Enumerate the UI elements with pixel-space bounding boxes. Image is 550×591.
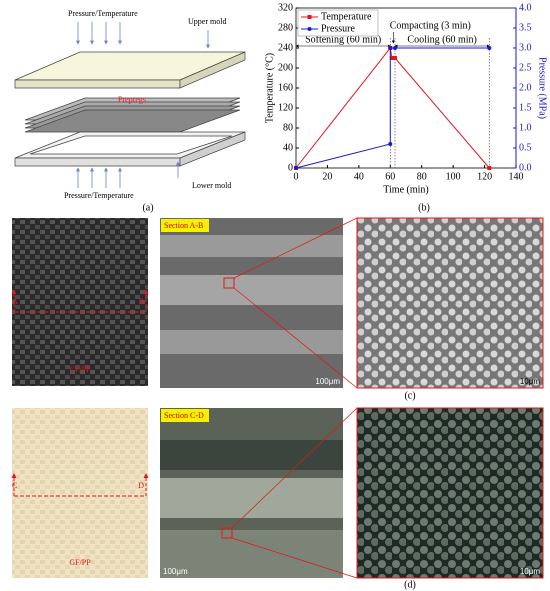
series-line [295,46,490,169]
y2-tick-label: 4.0 [519,2,532,13]
legend-label: Pressure [321,23,355,34]
y2-tick-label: 2.0 [519,82,532,93]
annotation: Softening (60 min) [305,34,381,45]
marker: B [139,297,144,306]
y-tick-label: 80 [283,122,293,133]
y-tick-label: 320 [278,2,293,13]
point [487,46,492,50]
legend-marker [307,15,312,19]
material: GF/PP [69,558,91,567]
point [393,56,397,60]
scale: 100μm [163,567,188,576]
y2-tick-label: 2.5 [519,62,532,73]
y-axis-title: Temperature (°C) [264,53,275,123]
mold-diagram [14,22,246,188]
scale: 10μm [520,567,541,576]
legend-label: Temperature [321,11,372,22]
caption: (b) [418,202,430,213]
caption: (a) [142,202,153,213]
legend-box [297,9,379,37]
x-tick-label: 80 [417,171,427,182]
x-tick-label: 140 [509,171,524,182]
point [388,142,393,146]
marker: D [138,481,144,490]
marker: A [12,297,18,306]
series-line [295,47,490,169]
y-tick-label: 280 [278,22,293,33]
y-tick-label: 120 [278,102,293,113]
x-tick-label: 60 [385,171,395,182]
x-tick-label: 0 [294,171,299,182]
scale: 100μm [315,377,340,386]
section: Section A-B [164,221,203,230]
label: Upper mold [188,17,226,26]
y2-axis-title: Pressure (MPa) [537,57,548,119]
chart: 0 20 40 60 80 100 120 140 0 40 80 120 160 200 240 280 32… [264,2,547,213]
x-tick-label: 20 [322,171,332,182]
annotation: Cooling (60 min) [407,34,476,45]
y2-tick-label: 1.5 [519,102,532,113]
label: Lower mold [192,181,231,190]
section: Section C-D [164,411,204,420]
scale: 10μm [520,377,541,386]
y-tick-label: 0 [288,162,293,173]
point [393,46,397,50]
y-tick-label: 240 [278,42,293,53]
y-tick-label: 40 [283,142,293,153]
label: Pressure/Temperature [64,191,134,200]
y2-tick-label: 0.0 [519,162,532,173]
y-tick-label: 200 [278,62,293,73]
point [294,166,298,170]
x-tick-label: 120 [477,171,492,182]
y2-tick-label: 3.0 [519,42,532,53]
point [487,166,492,170]
point [388,46,393,50]
y2-tick-label: 0.5 [519,142,532,153]
y2-tick-label: 1.0 [519,122,532,133]
point [389,56,394,60]
y2-tick-label: 3.5 [519,22,532,33]
legend-marker [307,27,312,31]
x-tick-label: 100 [446,171,461,182]
label: Prepregs [118,95,146,104]
label: Pressure/Temperature [68,9,138,18]
annotation: Compacting (3 min) [390,20,471,31]
x-tick-label: 40 [354,171,364,182]
x-axis-title: Time (min) [383,184,428,195]
micrographs-c [11,217,544,389]
material: CF/PP [70,365,91,374]
caption: (d) [404,579,416,590]
y-tick-label: 160 [278,82,293,93]
caption: (c) [404,390,415,401]
marker: C [12,481,17,490]
micrographs-d [11,407,544,579]
